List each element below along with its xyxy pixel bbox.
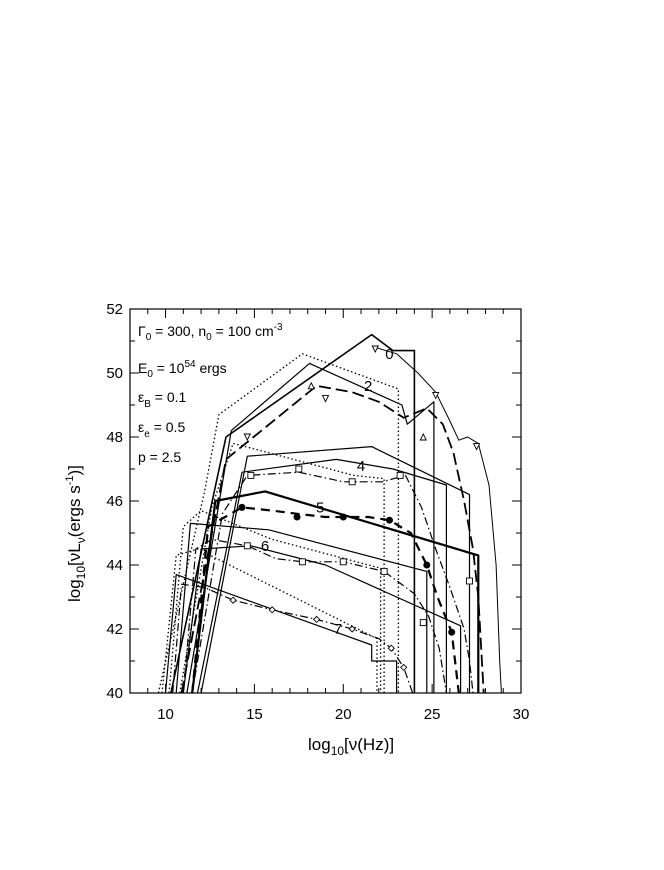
marker-tri-up: [307, 381, 316, 390]
curve-label-5: 5: [316, 499, 324, 516]
marker-square: [339, 558, 347, 566]
y-tick-label: 52: [106, 301, 123, 318]
param-epsilon-e: εe = 0.5: [138, 419, 185, 440]
marker-diamond: [268, 606, 276, 614]
x-tick-label: 15: [246, 706, 263, 723]
marker-square: [247, 471, 255, 479]
marker-square: [298, 558, 306, 566]
series-line-4: [191, 490, 480, 693]
marker-circle-filled: [238, 503, 246, 511]
marker-diamond: [387, 644, 395, 652]
curve-label-4: 4: [357, 458, 365, 475]
series-line-13: [191, 471, 474, 693]
series-line-6: [182, 545, 462, 693]
series-line-14: [191, 506, 460, 693]
marker-square: [243, 542, 251, 550]
series-line-10: [168, 509, 382, 693]
y-tick-label: 48: [106, 429, 123, 446]
y-axis-title: log10[νLν(ergs s-1)]: [64, 465, 88, 602]
marker-tri-down: [243, 433, 252, 442]
param-p: p = 2.5: [138, 449, 181, 465]
marker-square: [396, 471, 404, 479]
y-tick-label: 50: [106, 365, 123, 382]
series-line-15: [182, 538, 447, 693]
y-tick-label: 42: [106, 621, 123, 638]
curve-labels: 02 4 5 6 7: [261, 346, 394, 638]
curves: [157, 333, 502, 693]
y-tick-label: 46: [106, 493, 123, 510]
marker-tri-up: [419, 432, 427, 441]
x-tick-label: 10: [157, 706, 174, 723]
y-tick-label: 40: [106, 685, 123, 702]
marker-square: [419, 619, 427, 627]
marker-circle-filled: [448, 628, 456, 636]
marker-circle-filled: [293, 513, 301, 521]
series-line-17: [375, 346, 502, 693]
param-gamma-n: Γ0 = 300, n0 = 100 cm-3: [138, 322, 283, 343]
marker-square: [380, 567, 388, 575]
param-energy: E0 = 1054 ergs: [138, 359, 227, 380]
x-tick-label: 25: [424, 706, 441, 723]
marker-tri-down: [472, 443, 481, 451]
series-line-2: [196, 458, 447, 693]
series-line-11: [161, 548, 378, 693]
param-epsilon-b: εB = 0.1: [138, 389, 187, 410]
marker-circle-filled: [339, 513, 347, 521]
series-line-5: [175, 522, 428, 693]
x-tick-label: 30: [513, 706, 530, 723]
markers: [229, 345, 481, 672]
marker-square: [466, 577, 473, 585]
series-line-3: [200, 446, 471, 693]
series-line-7: [164, 574, 398, 693]
x-tick-label: 20: [335, 706, 352, 723]
y-tick-label: 44: [106, 557, 123, 574]
curve-label-7: 7: [334, 621, 342, 638]
curve-label-6: 6: [261, 538, 269, 555]
curve-label-2: 2: [364, 378, 372, 395]
series-line-12: [180, 384, 485, 693]
curve-label-0: 0: [385, 346, 393, 363]
x-axis-title: log10[ν(Hz)]: [308, 735, 394, 758]
series-line-1: [186, 362, 435, 693]
marker-circle-filled: [385, 516, 393, 524]
marker-tri-down: [321, 395, 330, 403]
marker-diamond: [312, 615, 321, 624]
series-line-8: [157, 353, 400, 693]
marker-circle-filled: [423, 561, 431, 569]
marker-diamond: [348, 625, 356, 633]
marker-tri-down: [371, 345, 379, 354]
parameter-block: Γ0 = 300, n0 = 100 cm-3 E0 = 1054 ergs ε…: [138, 322, 283, 465]
marker-square: [295, 465, 303, 473]
marker-diamond: [400, 663, 408, 672]
marker-square: [348, 478, 356, 486]
series-line-0: [170, 333, 416, 693]
marker-tri-down: [431, 391, 440, 400]
marker-diamond: [229, 596, 237, 604]
